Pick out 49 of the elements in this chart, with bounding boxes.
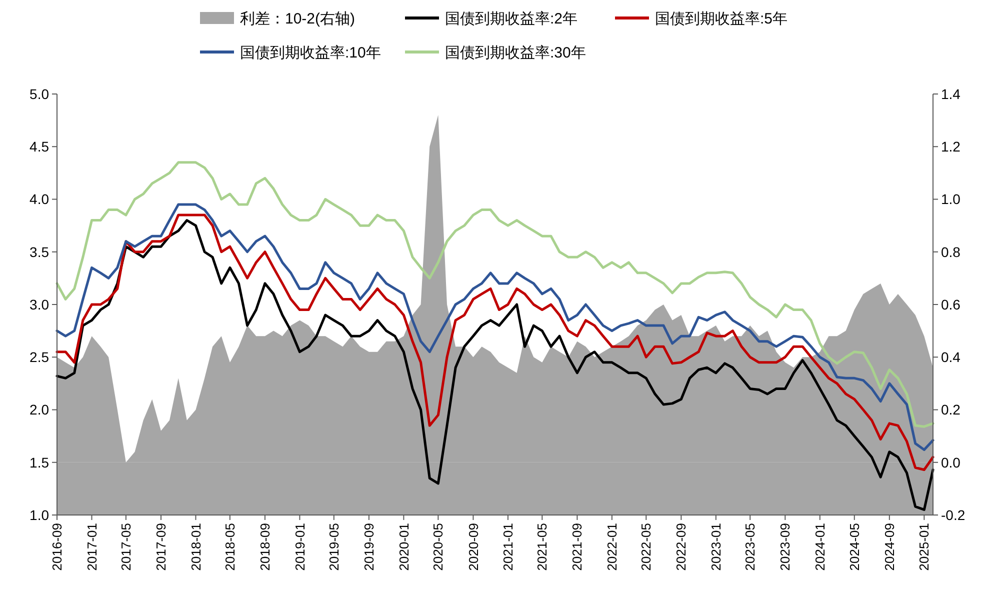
- x-tick-label: 2017-05: [118, 523, 134, 571]
- x-tick-label: 2017-09: [154, 523, 169, 571]
- y2-tick-label: 0.6: [941, 296, 961, 312]
- x-tick-label: 2022-01: [604, 523, 620, 571]
- x-tick-label: 2019-05: [326, 523, 342, 571]
- y2-tick-label: 0.2: [941, 402, 961, 418]
- x-tick-label: 2024-01: [812, 523, 828, 571]
- x-tick-label: 2023-09: [778, 523, 793, 571]
- y2-tick-label: 0.4: [941, 349, 961, 366]
- x-tick-label: 2018-05: [222, 523, 238, 571]
- x-tick-label: 2022-09: [674, 523, 689, 571]
- y-tick-label: 2.5: [30, 349, 50, 366]
- y2-tick-label: 1.4: [941, 86, 961, 102]
- x-tick-label: 2016-09: [50, 523, 65, 571]
- x-tick-label: 2021-01: [500, 523, 516, 571]
- legend-label: 国债到期收益率:30年: [445, 44, 586, 62]
- legend-label: 国债到期收益率:2年: [445, 10, 578, 28]
- x-tick-label: 2024-05: [846, 523, 862, 571]
- x-tick-label: 2022-05: [638, 523, 654, 571]
- x-tick-label: 2019-01: [292, 523, 308, 571]
- legend-label: 国债到期收益率:10年: [240, 44, 381, 62]
- y2-tick-label: 1.0: [941, 191, 961, 208]
- x-tick-label: 2023-05: [742, 523, 758, 571]
- x-tick-label: 2018-09: [258, 523, 273, 571]
- y-tick-label: 3.0: [30, 296, 50, 312]
- y-tick-label: 3.5: [30, 244, 50, 260]
- legend-label: 国债到期收益率:5年: [655, 10, 788, 28]
- x-tick-label: 2025-01: [916, 523, 932, 571]
- y-tick-label: 1.5: [30, 454, 50, 470]
- y2-tick-label: -0.2: [941, 506, 966, 523]
- x-tick-label: 2019-09: [361, 523, 376, 571]
- y-tick-label: 2.0: [30, 402, 50, 418]
- y2-tick-label: 1.2: [941, 138, 961, 155]
- x-tick-label: 2023-01: [708, 523, 724, 571]
- x-tick-label: 2017-01: [84, 523, 100, 571]
- x-tick-label: 2024-09: [882, 523, 897, 571]
- x-tick-label: 2018-01: [188, 523, 204, 571]
- y2-tick-label: 0.8: [941, 244, 961, 260]
- y-tick-label: 5.0: [30, 86, 50, 102]
- y2-tick-label: 0.0: [941, 454, 961, 470]
- x-tick-label: 2021-05: [534, 523, 550, 571]
- legend-label: 利差：10-2(右轴): [240, 10, 356, 28]
- y-tick-label: 4.5: [30, 138, 50, 155]
- x-tick-label: 2020-09: [466, 523, 481, 571]
- y-tick-label: 1.0: [30, 506, 50, 523]
- x-tick-label: 2020-01: [396, 523, 412, 571]
- x-tick-label: 2020-05: [430, 523, 446, 571]
- y-tick-label: 4.0: [30, 191, 50, 208]
- x-tick-label: 2021-09: [570, 523, 585, 571]
